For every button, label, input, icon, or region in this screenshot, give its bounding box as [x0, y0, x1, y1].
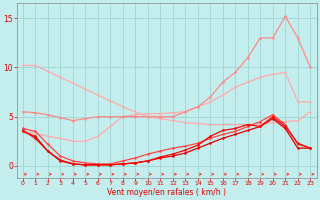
X-axis label: Vent moyen/en rafales ( km/h ): Vent moyen/en rafales ( km/h ) [107, 188, 226, 197]
